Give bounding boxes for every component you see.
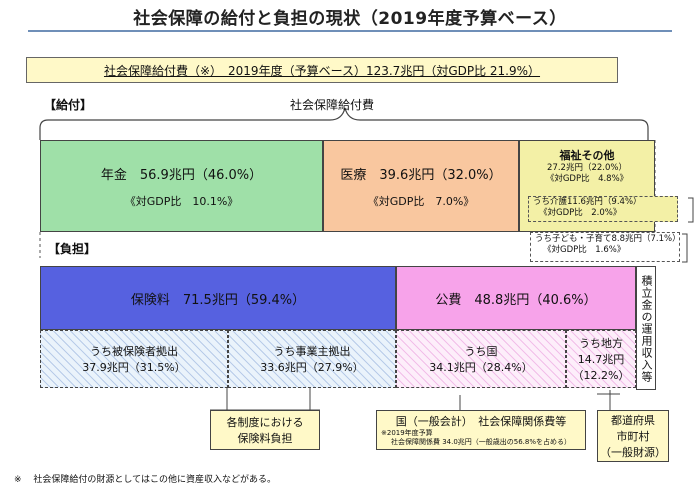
employer-label: うち事業主拠出: [273, 345, 351, 358]
national-label: うち国: [464, 345, 498, 358]
national-amount: 34.1兆円（28.4%）: [429, 361, 533, 374]
pension-label: 年金 56.9兆円（46.0%）: [100, 167, 263, 183]
child-box: うち子ども・子育て8.8兆円（7.1%） 《対GDP比 1.6%》: [530, 232, 681, 262]
insured-amount: 37.9兆円（31.5%）: [82, 361, 186, 374]
child-label: うち子ども・子育て8.8兆円（7.1%）: [535, 234, 681, 244]
national-callout-note1: ※2019年度予算: [381, 429, 433, 438]
premium-callout-line2: 保険料負担: [237, 432, 293, 445]
employer-amount: 33.6兆円（27.9%）: [260, 361, 364, 374]
reserve-label: 積立金の運用収入等: [640, 275, 653, 383]
national-box: うち国 34.1兆円（28.4%）: [396, 330, 566, 388]
footnote: ※ 社会保障給付の財源としてはこの他に資産収入などがある。: [14, 475, 276, 485]
reserve-box: 積立金の運用収入等: [636, 266, 656, 390]
local-callout-line2: 市町村: [616, 430, 650, 443]
summary-box: 社会保障給付費（※） 2019年度（予算ベース）123.7兆円（対GDP比 21…: [26, 57, 618, 83]
national-callout-note2: 社会保障関係費 34.0兆円（一般歳出の56.8%を占める）: [390, 438, 572, 446]
public-label: 公費 48.8兆円（40.6%）: [435, 292, 597, 308]
page-title: 社会保障の給付と負担の現状（2019年度予算ベース）: [133, 9, 567, 29]
child-gdp: 《対GDP比 1.6%》: [543, 244, 626, 255]
national-callout: 国（一般会計） 社会保障関係費等 ※2019年度予算 社会保障関係費 34.0兆…: [376, 410, 586, 450]
medical-label: 医療 39.6兆円（32.0%）: [340, 167, 502, 183]
local-box: うち地方 14.7兆円 （12.2%）: [566, 330, 636, 388]
local-label: うち地方: [579, 337, 623, 350]
local-callout-line3: （一般財源）: [600, 446, 666, 459]
care-box: うち介護11.6兆円（9.4%） 《対GDP比 2.0%》: [528, 196, 678, 222]
benefits-brace-label: 社会保障給付費: [290, 98, 375, 112]
title-underline: [28, 30, 672, 32]
burden-label: 【負担】: [48, 242, 97, 256]
benefits-label: 【給付】: [44, 98, 93, 112]
employer-box: うち事業主拠出 33.6兆円（27.9%）: [228, 330, 396, 388]
public-box: 公費 48.8兆円（40.6%）: [396, 266, 636, 330]
local-callout-line1: 都道府県: [611, 414, 655, 427]
premium-callout-line1: 各制度における: [226, 416, 304, 429]
local-callout: 都道府県 市町村 （一般財源）: [597, 410, 669, 462]
insured-label: うち被保険者拠出: [90, 345, 178, 358]
local-amount: 14.7兆円: [577, 353, 625, 366]
insurance-label: 保険料 71.5兆円（59.4%）: [130, 292, 306, 308]
pension-gdp: 《対GDP比 10.1%》: [124, 194, 239, 208]
welfare-gdp: 《対GDP比 4.8%》: [545, 173, 629, 184]
insurance-box: 保険料 71.5兆円（59.4%）: [40, 266, 396, 330]
pension-box: 年金 56.9兆円（46.0%） 《対GDP比 10.1%》: [40, 140, 323, 232]
medical-gdp: 《対GDP比 7.0%》: [367, 194, 475, 208]
local-pct: （12.2%）: [572, 369, 630, 382]
welfare-label: 福祉その他: [559, 149, 615, 162]
insured-box: うち被保険者拠出 37.9兆円（31.5%）: [40, 330, 228, 388]
welfare-amount: 27.2兆円（22.0%）: [547, 163, 627, 173]
premium-callout: 各制度における 保険料負担: [210, 410, 320, 450]
care-gdp: 《対GDP比 2.0%》: [539, 207, 622, 218]
national-callout-title: 国（一般会計） 社会保障関係費等: [395, 415, 567, 429]
summary-text: 社会保障給付費（※） 2019年度（予算ベース）123.7兆円（対GDP比 21…: [103, 63, 541, 78]
care-label: うち介護11.6兆円（9.4%）: [533, 197, 642, 207]
medical-box: 医療 39.6兆円（32.0%） 《対GDP比 7.0%》: [323, 140, 519, 232]
